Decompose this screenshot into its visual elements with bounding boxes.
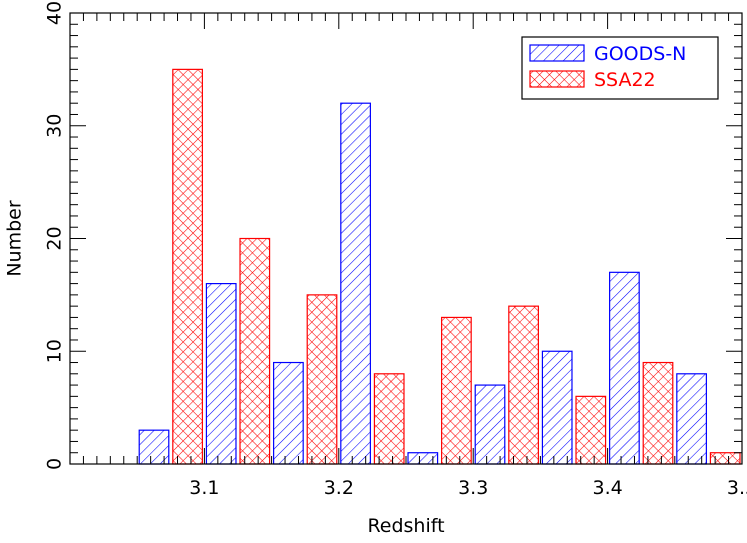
- bars-group: [138, 68, 741, 465]
- legend-swatch-goods-n: [529, 44, 585, 62]
- bar-ssa22-4: [441, 316, 472, 465]
- bar-goods-n-2: [273, 361, 304, 465]
- legend-label-ssa22: SSA22: [594, 69, 656, 91]
- x-axis-title: Redshift: [367, 515, 444, 537]
- x-tick-label: 3.2: [324, 477, 354, 499]
- bar-ssa22-0: [172, 68, 203, 465]
- x-tick-label: 3.1: [189, 477, 219, 499]
- bar-goods-n-1: [205, 283, 237, 465]
- bar-ssa22-2: [306, 294, 338, 465]
- y-tick-label: 30: [44, 114, 66, 138]
- legend-swatch-ssa22: [529, 70, 585, 88]
- legend: GOODS-N SSA22: [521, 36, 719, 100]
- x-tick-label: 3.4: [592, 477, 622, 499]
- bar-goods-n-5: [474, 384, 506, 465]
- bar-ssa22-5: [508, 305, 539, 465]
- bar-goods-n-3: [340, 102, 371, 465]
- bar-ssa22-3: [373, 373, 405, 465]
- y-tick-label: 0: [44, 458, 66, 470]
- legend-label-goods-n: GOODS-N: [594, 43, 686, 65]
- bar-ssa22-1: [239, 237, 271, 465]
- y-axis-title: Number: [4, 200, 26, 277]
- y-tick-label: 20: [44, 226, 66, 250]
- x-tick-label: 3.5: [727, 477, 747, 499]
- bar-ssa22-7: [642, 361, 674, 465]
- bar-ssa22-6: [575, 395, 607, 465]
- bar-goods-n-7: [609, 271, 640, 465]
- y-tick-label: 10: [44, 339, 66, 363]
- bar-goods-n-8: [676, 373, 707, 465]
- y-tick-label: 40: [44, 1, 66, 25]
- bar-goods-n-6: [541, 350, 573, 465]
- x-tick-label: 3.3: [458, 477, 488, 499]
- axes-group: 3.1 3.2 3.3 3.4 3.5 0 10 20 30 40 Redshift Number: [4, 1, 747, 537]
